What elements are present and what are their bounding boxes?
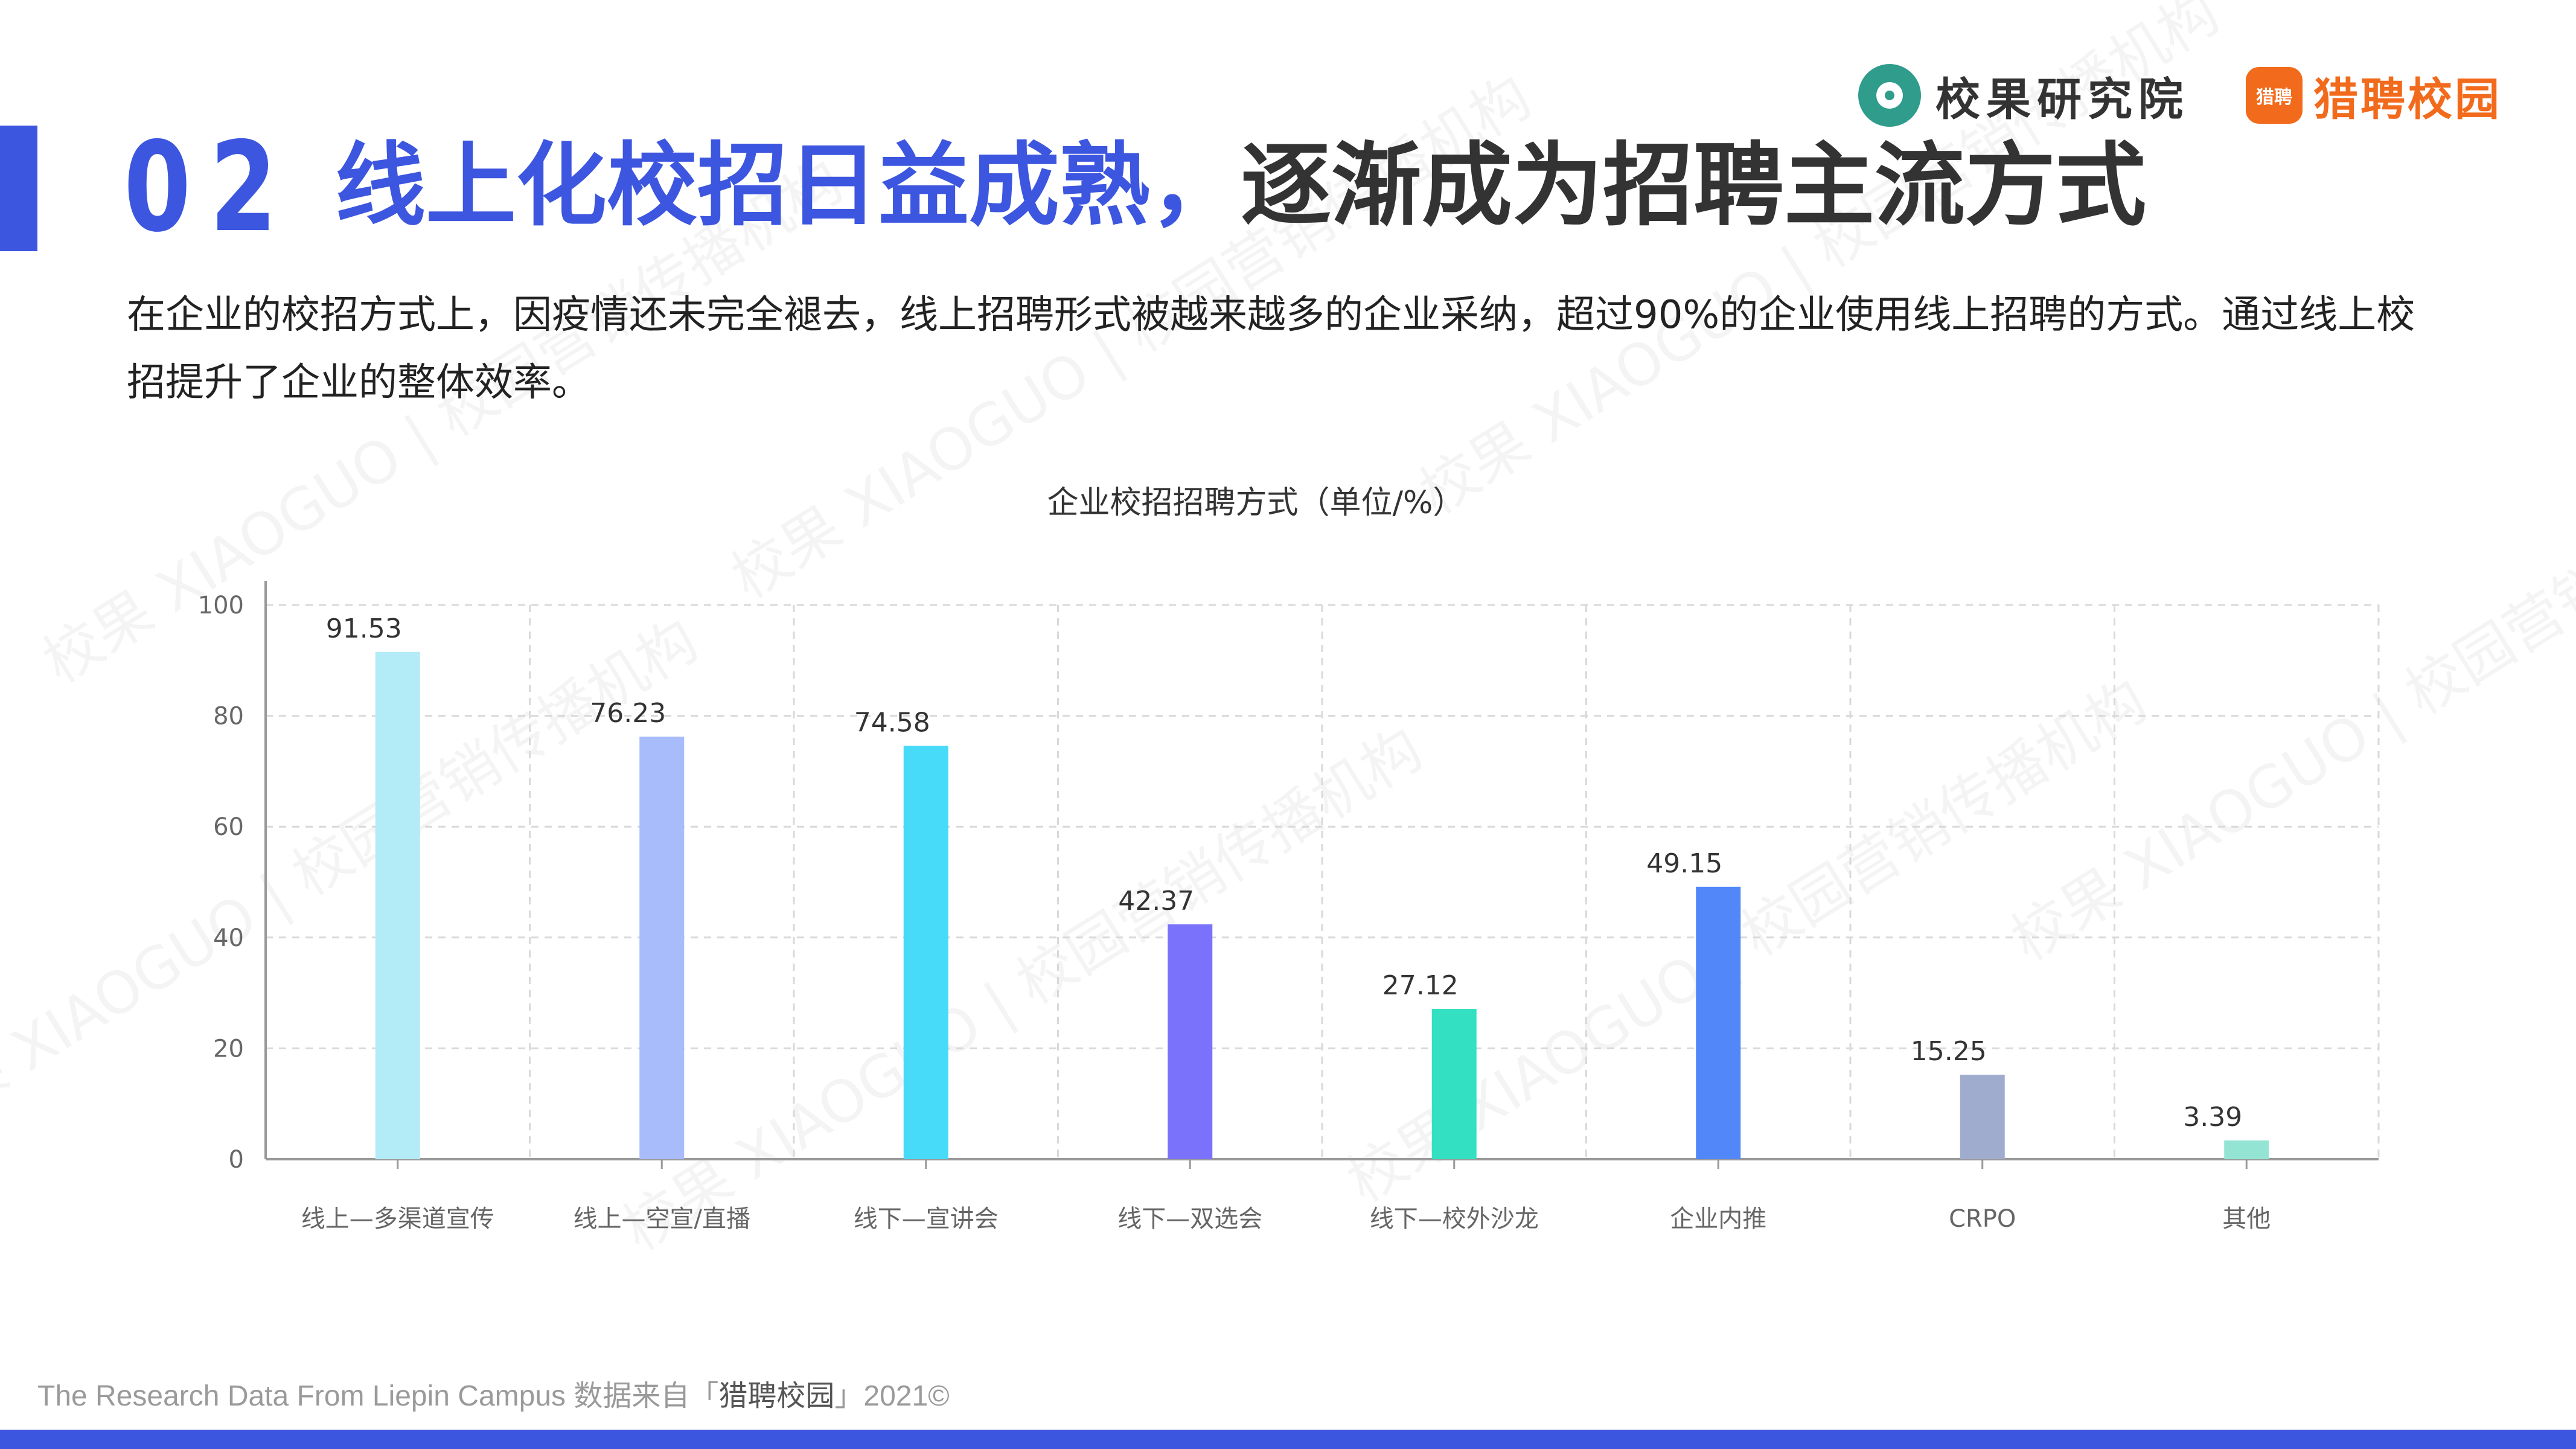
x-tick-label: 线上—空宣/直播 (574, 1205, 750, 1233)
y-tick-label: 80 (213, 703, 244, 731)
bar-value-label: 91.53 (326, 613, 402, 644)
footer-bar (0, 1430, 2576, 1449)
bar-value-label: 42.37 (1118, 886, 1194, 916)
footer-suffix: 」2021© (834, 1380, 950, 1412)
x-tick-label: 其他 (2222, 1205, 2271, 1233)
bar (2224, 1140, 2269, 1159)
x-tick-label: 线上—多渠道宣传 (301, 1205, 494, 1233)
y-tick-label: 100 (198, 592, 244, 619)
page-title-highlight: 线上化校招日益成熟， (335, 133, 1241, 238)
footer-brand: 猎聘校园 (718, 1379, 835, 1413)
x-tick-label: 线下—校外沙龙 (1370, 1205, 1539, 1233)
footer-source: The Research Data From Liepin Campus 数据来… (37, 1372, 950, 1414)
bar-value-label: 27.12 (1382, 970, 1459, 1001)
y-tick-label: 0 (229, 1146, 244, 1174)
x-tick-label: CRPO (1949, 1205, 2016, 1233)
liepin-logo: 猎聘 猎聘校园 (2246, 59, 2502, 132)
bar (1168, 924, 1213, 1159)
bar-value-label: 3.39 (2183, 1102, 2242, 1133)
bar (1696, 886, 1741, 1159)
footer-prefix: The Research Data From Liepin Campus 数据来… (37, 1380, 719, 1412)
bar-value-label: 15.25 (1911, 1036, 1987, 1067)
x-tick-label: 线下—宣讲会 (854, 1205, 999, 1233)
section-accent-bar (0, 126, 37, 251)
xiaoguo-logo-text: 校果研究院 (1935, 73, 2189, 126)
bar-value-label: 49.15 (1646, 848, 1722, 879)
xiaoguo-logo: 校果研究院 (1858, 59, 2189, 132)
liepin-logo-icon: 猎聘 (2246, 67, 2303, 124)
chart-title: 企业校招招聘方式（单位/%） (1047, 485, 1465, 521)
y-tick-label: 40 (213, 924, 244, 952)
page-title-rest: 逐渐成为招聘主流方式 (1241, 133, 2147, 238)
bar (1960, 1075, 2005, 1159)
page-title: 线上化校招日益成熟，逐渐成为招聘主流方式 (335, 132, 2146, 240)
bar-value-label: 76.23 (590, 698, 666, 729)
y-tick-label: 20 (213, 1035, 244, 1063)
xiaoguo-logo-icon (1858, 64, 1921, 127)
x-tick-label: 线下—双选会 (1117, 1205, 1262, 1233)
bar (375, 651, 420, 1159)
bar-value-label: 74.58 (854, 707, 930, 738)
x-tick-label: 企业内推 (1670, 1205, 1766, 1233)
y-tick-label: 60 (213, 813, 244, 841)
bar (1431, 1009, 1477, 1159)
bar (639, 737, 685, 1159)
section-number: 02 (124, 116, 296, 260)
liepin-logo-text: 猎聘校园 (2313, 73, 2502, 126)
bar (903, 746, 948, 1159)
intro-paragraph: 在企业的校招方式上，因疫情还未完全褪去，线上招聘形式被越来越多的企业采纳，超过9… (127, 293, 2415, 405)
